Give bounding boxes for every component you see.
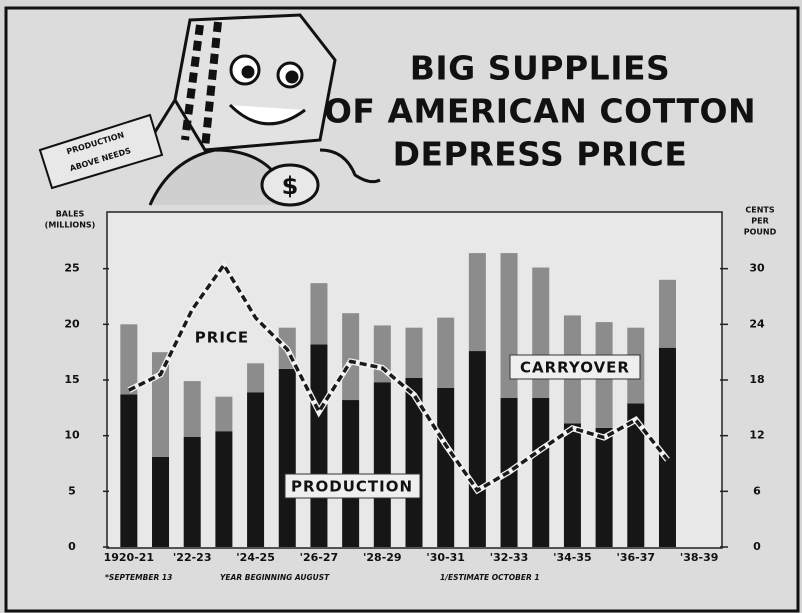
x-tick-label: '38-39 [680,551,719,564]
y-tick-label: 5 [68,484,76,497]
y2-axis-label: POUND [744,228,777,237]
bar-segment [596,428,613,547]
cartoon-pupil [287,72,297,82]
bar-segment [184,381,201,437]
x-tick-label: '22-23 [173,551,212,564]
cartoon-pupil [243,67,253,77]
bar-segment [184,437,201,547]
y2-axis-label: PER [751,217,769,226]
bar-segment [342,313,359,400]
bar-segment [437,388,454,547]
x-tick-label: '34-35 [553,551,592,564]
footnote: 1/ESTIMATE OCTOBER 1 [440,573,540,582]
x-tick-label: '36-37 [617,551,656,564]
bar-segment [279,369,296,547]
x-tick-label: '26-27 [300,551,339,564]
bar-segment [406,328,423,378]
bar-segment [120,394,137,547]
bar-segment [310,283,327,344]
bar-segment [659,348,676,547]
bar-segment [247,392,264,547]
x-tick-label: '30-31 [426,551,465,564]
cartoon-head [175,15,335,150]
y-tick-label: 15 [64,373,79,386]
bar-segment [374,382,391,547]
y2-axis-label: CENTS [745,206,774,215]
x-tick-label: '28-29 [363,551,402,564]
y2-tick-label: 18 [749,373,764,386]
annotation: PRODUCTION [291,478,413,496]
bar-segment [215,431,232,547]
x-tick-label: '32-33 [490,551,529,564]
bar-segment [469,253,486,351]
footnote: YEAR BEGINNING AUGUST [220,573,330,582]
annotation: CARRYOVER [520,359,630,377]
y-tick-label: 10 [64,429,80,442]
chart-title: DEPRESS PRICE [393,135,688,174]
bar-segment [247,363,264,392]
bar-segment [310,344,327,547]
y2-tick-label: 12 [749,429,764,442]
x-tick-label: '24-25 [236,551,275,564]
y-tick-label: 25 [64,262,79,275]
y-axis-label: (MILLIONS) [45,221,96,230]
chart-title: OF AMERICAN COTTON [324,92,756,131]
chart: BIG SUPPLIES OF AMERICAN COTTON DEPRESS PR… [0,0,802,613]
bar-segment [437,318,454,388]
bar-segment [215,397,232,432]
y-tick-label: 20 [64,317,80,330]
bar-segment [532,398,549,547]
bar-segment [659,280,676,348]
bar-segment [152,457,169,547]
y-tick-label: 0 [68,540,76,553]
y2-tick-label: 30 [749,262,765,275]
chart-title: BIG SUPPLIES [410,49,671,88]
y-axis-label: BALES [56,210,85,219]
y2-tick-label: 24 [749,317,765,330]
x-tick-label: 1920-21 [104,551,155,564]
bag-symbol: $ [282,172,299,200]
footnote: *SEPTEMBER 13 [105,573,172,582]
annotation: PRICE [195,329,249,347]
bar-segment [564,423,581,547]
y2-tick-label: 0 [753,540,761,553]
y2-tick-label: 6 [753,484,761,497]
bar-segment [469,351,486,547]
